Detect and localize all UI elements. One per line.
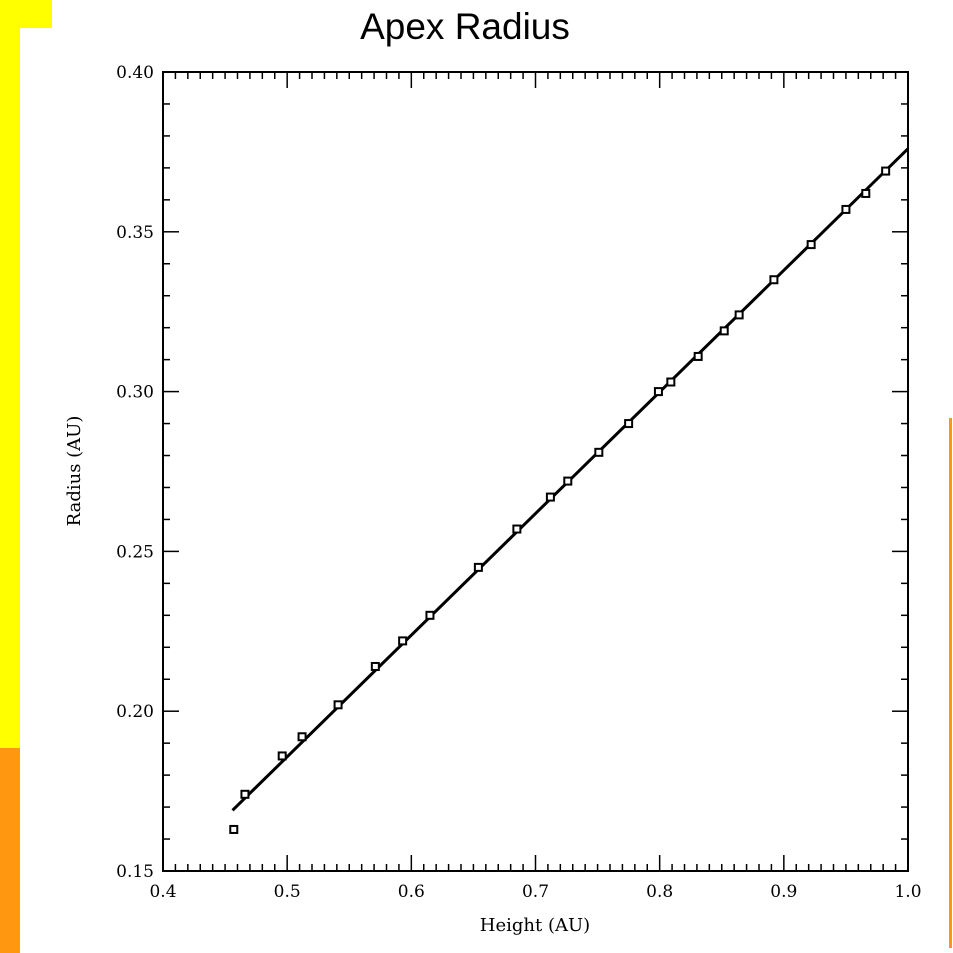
data-point (693, 351, 703, 361)
x-tick-label: 0.7 (522, 882, 549, 902)
data-point (734, 310, 744, 320)
data-point (297, 732, 307, 742)
data-point (563, 476, 573, 486)
y-tick-label: 0.35 (116, 223, 154, 243)
y-tick-label: 0.20 (116, 702, 154, 722)
data-point (719, 326, 729, 336)
data-marks (229, 147, 910, 834)
y-tick-label: 0.25 (116, 542, 154, 562)
data-point (240, 789, 250, 799)
y-tick-label: 0.30 (116, 383, 154, 403)
data-point (277, 751, 287, 761)
orange-accent-bar (0, 748, 20, 953)
orange-accent-line (949, 418, 952, 948)
x-tick-label: 0.6 (398, 882, 425, 902)
x-tick-label: 0.4 (149, 882, 176, 902)
x-tick-label: 0.5 (274, 882, 301, 902)
x-tick-label: 1.0 (894, 882, 921, 902)
data-point (769, 275, 779, 285)
x-tick-label: 0.9 (770, 882, 797, 902)
x-tick-label: 0.8 (646, 882, 673, 902)
data-point (333, 700, 343, 710)
data-point (881, 166, 891, 176)
data-point (370, 661, 380, 671)
plot-frame (162, 71, 909, 872)
data-point (624, 419, 634, 429)
data-point (545, 492, 555, 502)
data-point (398, 636, 408, 646)
data-point (594, 447, 604, 457)
data-point (666, 377, 676, 387)
data-point (473, 562, 483, 572)
data-point (806, 240, 816, 250)
data-point (425, 610, 435, 620)
y-tick-label: 0.15 (116, 862, 154, 882)
data-point (229, 824, 239, 834)
data-point (841, 204, 851, 214)
y-axis-label: Radius (AU) (64, 416, 85, 527)
data-point (512, 524, 522, 534)
yellow-accent-bar (0, 0, 20, 748)
x-axis-label: Height (AU) (480, 915, 590, 936)
axis-ticks (162, 71, 909, 872)
y-tick-label: 0.40 (116, 63, 154, 83)
data-point (861, 188, 871, 198)
chart-title: Apex Radius (360, 6, 570, 47)
data-point (653, 387, 663, 397)
tick-labels: 0.4 0.5 0.6 0.7 0.8 0.9 1.0 0.15 0.20 0.25 0.30 0.3… (116, 63, 921, 902)
